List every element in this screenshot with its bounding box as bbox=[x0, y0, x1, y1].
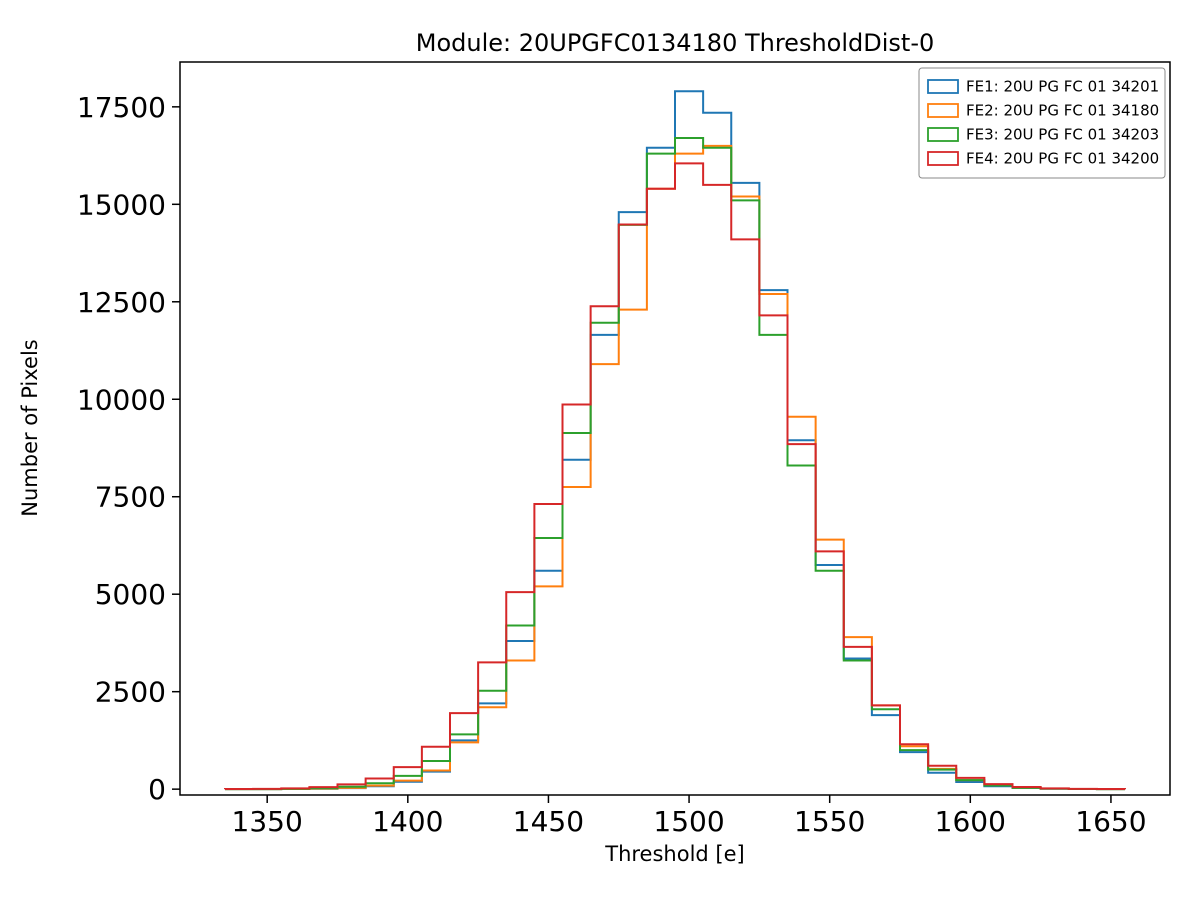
legend-swatch-fe1 bbox=[927, 79, 959, 94]
y-axis-label: Number of Pixels bbox=[18, 339, 42, 517]
y-tick-label: 0 bbox=[148, 773, 166, 806]
series-fe1-step bbox=[225, 90, 1126, 791]
y-tick-label: 10000 bbox=[77, 383, 166, 416]
y-tick-label: 5000 bbox=[95, 578, 166, 611]
x-tick-label: 1600 bbox=[935, 805, 1006, 838]
x-tick-label: 1550 bbox=[794, 805, 865, 838]
axes-frame bbox=[179, 61, 1171, 796]
x-tick-label: 1450 bbox=[513, 805, 584, 838]
legend-label-fe2: FE2: 20U PG FC 01 34180 bbox=[966, 102, 1159, 120]
legend-label-fe4: FE4: 20U PG FC 01 34200 bbox=[966, 150, 1159, 168]
legend-label-fe3: FE3: 20U PG FC 01 34203 bbox=[966, 126, 1159, 144]
y-tick-label: 2500 bbox=[95, 676, 166, 709]
x-tick-label: 1500 bbox=[653, 805, 724, 838]
legend-box bbox=[918, 67, 1166, 179]
series-fe4-step bbox=[224, 162, 1126, 791]
y-tick-label: 15000 bbox=[77, 188, 166, 221]
series-fe3-step bbox=[224, 137, 1126, 791]
x-tick-label: 1400 bbox=[372, 805, 443, 838]
x-tick-label: 1650 bbox=[1075, 805, 1146, 838]
legend-swatch-fe4 bbox=[927, 151, 959, 166]
y-tick-label: 12500 bbox=[77, 286, 166, 319]
y-tick-label: 7500 bbox=[95, 481, 166, 514]
series-fe2-step bbox=[225, 144, 1126, 791]
legend-swatch-fe3 bbox=[927, 127, 959, 142]
y-tick-label: 17500 bbox=[77, 91, 166, 124]
chart-title: Module: 20UPGFC0134180 ThresholdDist-0 bbox=[415, 29, 935, 57]
x-axis-label: Threshold [e] bbox=[605, 842, 745, 866]
legend-swatch-fe2 bbox=[927, 103, 959, 118]
legend-label-fe1: FE1: 20U PG FC 01 34201 bbox=[966, 78, 1159, 96]
x-tick-label: 1350 bbox=[232, 805, 303, 838]
